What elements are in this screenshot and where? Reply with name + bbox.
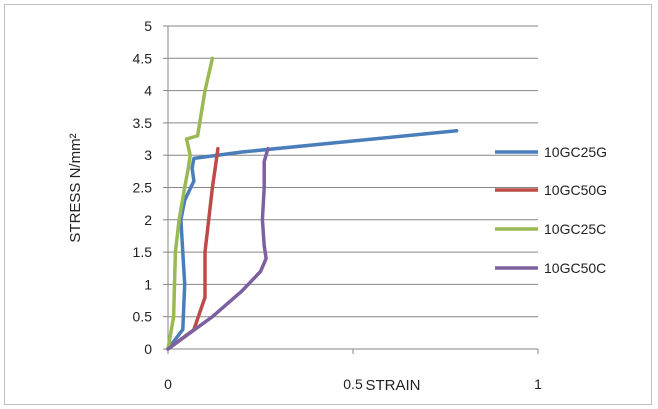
x-tick-label-2: 1: [534, 376, 542, 392]
series-line-10gc25g: [166, 128, 459, 351]
y-axis-title: STRESS N/mm²: [67, 133, 84, 242]
legend-label-10gc25g: 10GC25G: [544, 144, 607, 160]
x-tick-label-1: 0.5: [343, 376, 363, 392]
y-tick-label-1: 0.5: [133, 309, 153, 325]
y-tick-label-4: 2: [144, 212, 152, 228]
y-tick-label-6: 3: [144, 147, 152, 163]
legend-label-10gc25c: 10GC25C: [544, 221, 606, 237]
y-tick-label-2: 1: [144, 276, 152, 292]
series-line-10gc50g: [166, 146, 220, 351]
y-tick-label-10: 5: [144, 18, 152, 34]
legend-label-10gc50c: 10GC50C: [544, 260, 606, 276]
y-tick-label-9: 4.5: [133, 50, 153, 66]
legend-label-10gc50g: 10GC50G: [544, 182, 607, 198]
y-tick-label-5: 2.5: [133, 180, 153, 196]
y-tick-label-0: 0: [144, 341, 152, 357]
y-tick-labels: 0 0.5 1 1.5 2 2.5 3 3.5 4 4.5 5: [133, 18, 168, 357]
legend: 10GC25G 10GC50G 10GC25C 10GC50C: [495, 144, 607, 276]
grid-lines: [168, 25, 538, 318]
y-tick-label-8: 4: [144, 83, 152, 99]
x-axis-title: STRAIN: [365, 377, 420, 394]
chart-frame: [4, 4, 652, 405]
series-line-10gc25c: [166, 56, 215, 351]
x-tick-label-0: 0: [164, 376, 172, 392]
y-tick-label-3: 1.5: [133, 244, 153, 260]
data-series: [166, 56, 459, 351]
series-line-10gc50c: [166, 146, 270, 351]
y-tick-label-7: 3.5: [133, 115, 153, 131]
x-tick-labels: 0 0.5 1: [164, 349, 542, 392]
